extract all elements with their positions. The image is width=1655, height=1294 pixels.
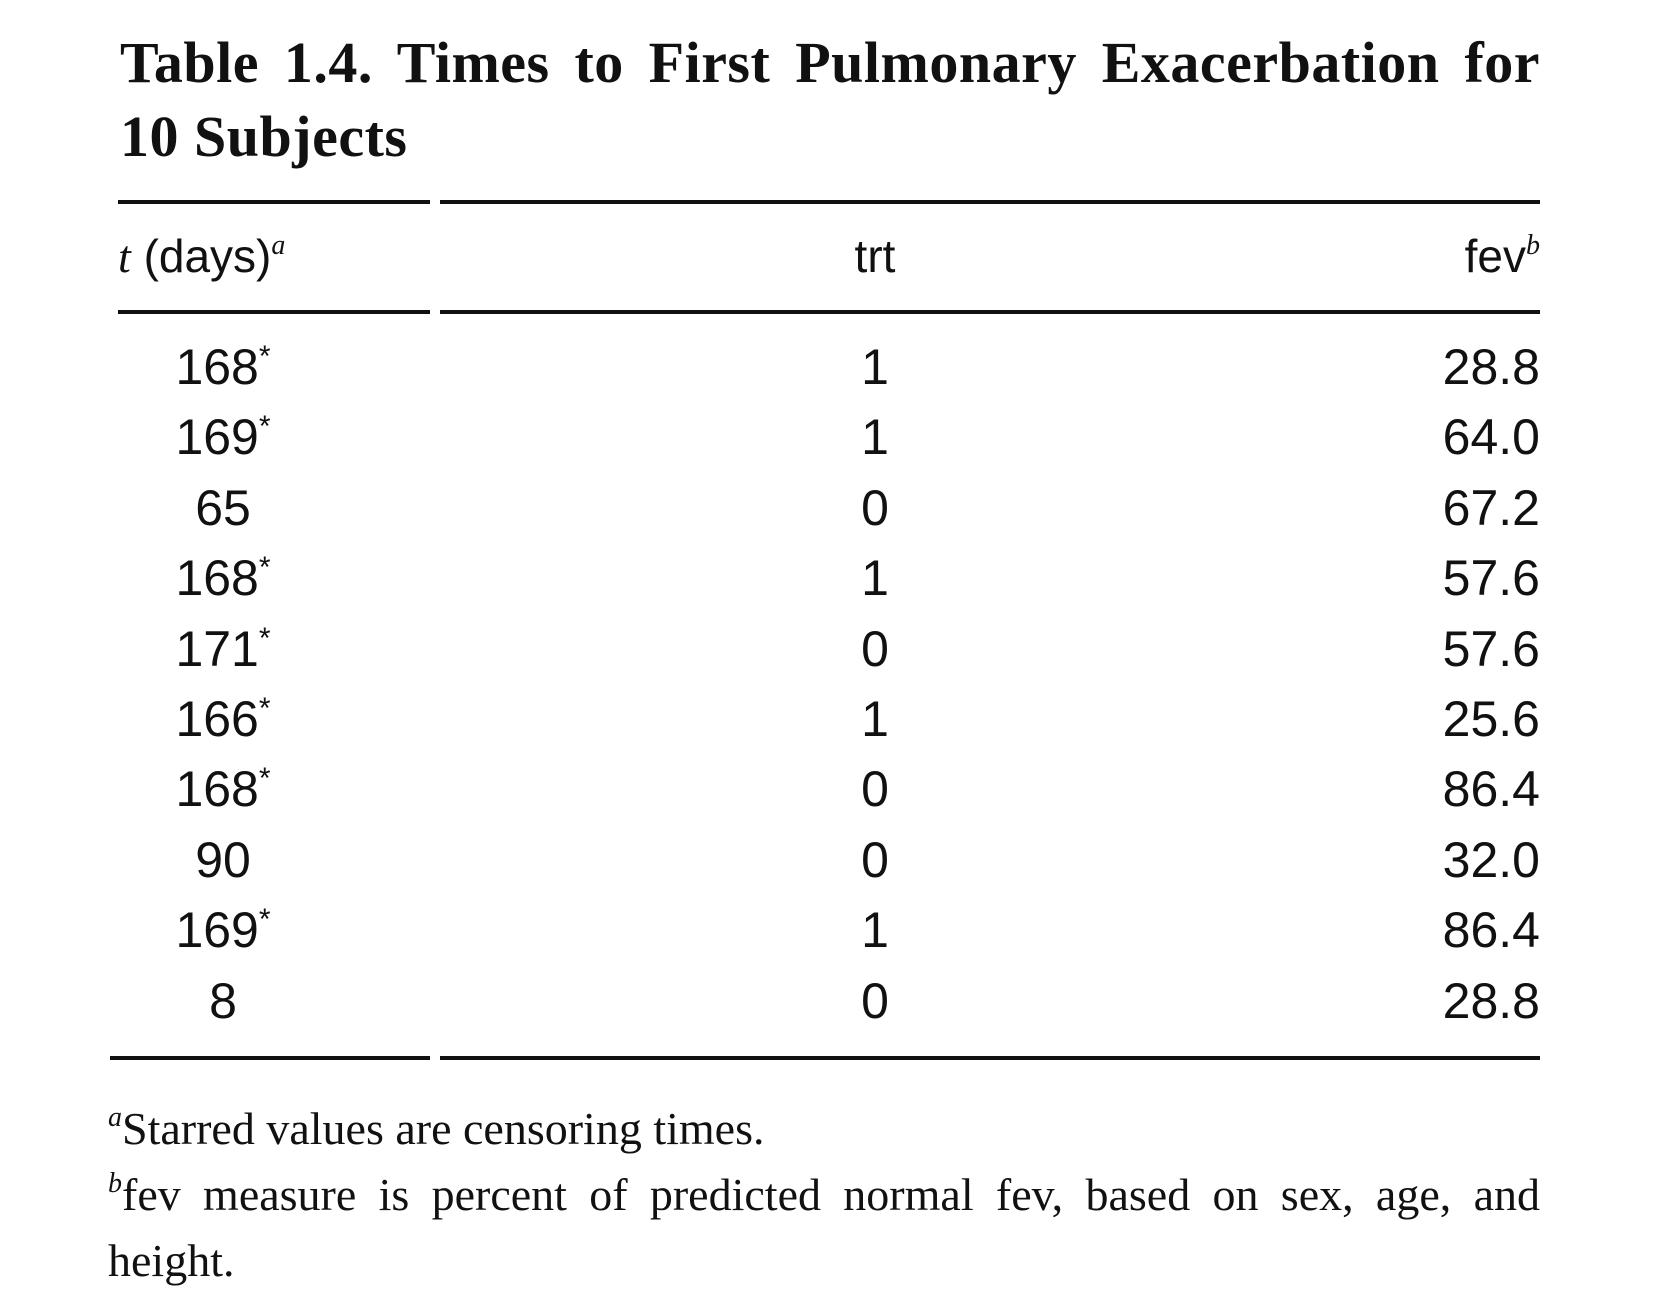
table-row: 168* 1 57.6 [118, 543, 1540, 613]
cell-t: 166* [118, 684, 328, 754]
cell-fev: 57.6 [1442, 620, 1540, 677]
header-rule-left [118, 310, 430, 314]
footnote-a-mark: a [108, 1102, 122, 1133]
column-header-fev-label: fev [1464, 230, 1526, 282]
table-row: 8 0 28.8 [118, 966, 1540, 1036]
top-rule-right [440, 200, 1540, 204]
table-row: 90 0 32.0 [118, 825, 1540, 895]
cell-fev: 32.0 [1442, 831, 1540, 888]
cell-trt: 0 [861, 620, 889, 677]
cell-t: 168* [118, 754, 328, 824]
censored-mark: * [258, 340, 271, 373]
cell-t: 90 [118, 825, 328, 895]
column-header-fev: fevb [1465, 226, 1540, 286]
table-row: 168* 0 86.4 [118, 754, 1540, 824]
cell-fev: 57.6 [1442, 550, 1540, 607]
table-row: 169* 1 86.4 [118, 895, 1540, 965]
top-rule-left [118, 200, 430, 204]
cell-trt: 1 [861, 902, 889, 959]
censored-mark: * [258, 903, 271, 937]
cell-t-value: 65 [195, 479, 251, 536]
bottom-rule-right [440, 1056, 1540, 1060]
cell-t: 65 [118, 473, 328, 543]
column-header-trt: trt [854, 230, 896, 282]
cell-trt: 1 [861, 409, 889, 466]
cell-fev: 64.0 [1442, 409, 1540, 466]
cell-t-value: 168 [175, 339, 259, 395]
cell-fev: 28.8 [1442, 339, 1540, 395]
column-header-fev-footnote-mark: b [1526, 230, 1540, 261]
cell-t-value: 166 [175, 690, 259, 747]
footnote-b: bfev measure is percent of predicted nor… [108, 1162, 1540, 1294]
column-header-t-footnote-mark: a [271, 230, 286, 261]
cell-t-value: 90 [195, 831, 251, 888]
table-row: 169* 1 64.0 [118, 402, 1540, 472]
column-header-t: t (days)a [118, 226, 285, 287]
cell-trt: 1 [861, 690, 889, 747]
cell-trt: 1 [861, 550, 889, 607]
censored-mark: * [258, 691, 271, 725]
cell-t-value: 168 [175, 550, 259, 607]
censored-mark: * [258, 551, 271, 585]
table-title: Table 1.4. Times to First Pulmonary Exac… [120, 30, 1540, 169]
cell-t: 168* [118, 332, 328, 402]
footnote-a: aStarred values are censoring times. [108, 1096, 1540, 1162]
cell-t-value: 171 [175, 620, 259, 677]
cell-fev: 25.6 [1442, 690, 1540, 747]
table-row: 168* 1 28.8 [118, 332, 1540, 402]
column-header-t-label: (days) [143, 230, 272, 282]
footnote-b-mark: b [108, 1168, 122, 1199]
header-rule-right [440, 310, 1540, 314]
table-row: 166* 1 25.6 [118, 684, 1540, 754]
cell-trt: 0 [861, 972, 889, 1029]
censored-mark: * [258, 762, 271, 796]
cell-t-value: 8 [209, 972, 237, 1029]
cell-fev: 28.8 [1442, 972, 1540, 1029]
cell-trt: 1 [861, 339, 889, 395]
cell-t-value: 169 [175, 409, 259, 466]
censored-mark: * [258, 621, 271, 655]
cell-trt: 0 [861, 831, 889, 888]
table-row: 171* 0 57.6 [118, 614, 1540, 684]
bottom-rule-left [110, 1056, 430, 1060]
censored-mark: * [258, 410, 271, 444]
cell-fev: 86.4 [1442, 902, 1540, 959]
cell-t: 171* [118, 614, 328, 684]
cell-t: 8 [118, 966, 328, 1036]
table-row: 65 0 67.2 [118, 473, 1540, 543]
cell-fev: 67.2 [1442, 479, 1540, 536]
table-body: 168* 1 28.8 169* 1 64.0 65 0 67.2 168* 1… [118, 332, 1540, 1036]
column-header-t-symbol: t [118, 231, 131, 282]
footnote-a-text: Starred values are censoring times. [122, 1103, 765, 1154]
cell-t: 169* [118, 895, 328, 965]
footnote-b-text: fev measure is percent of predicted norm… [108, 1169, 1540, 1286]
cell-t: 169* [118, 402, 328, 472]
cell-t-value: 168 [175, 761, 259, 818]
cell-t-value: 169 [175, 902, 259, 959]
cell-t: 168* [118, 543, 328, 613]
cell-trt: 0 [861, 479, 889, 536]
cell-fev: 86.4 [1442, 761, 1540, 818]
cell-trt: 0 [861, 761, 889, 818]
